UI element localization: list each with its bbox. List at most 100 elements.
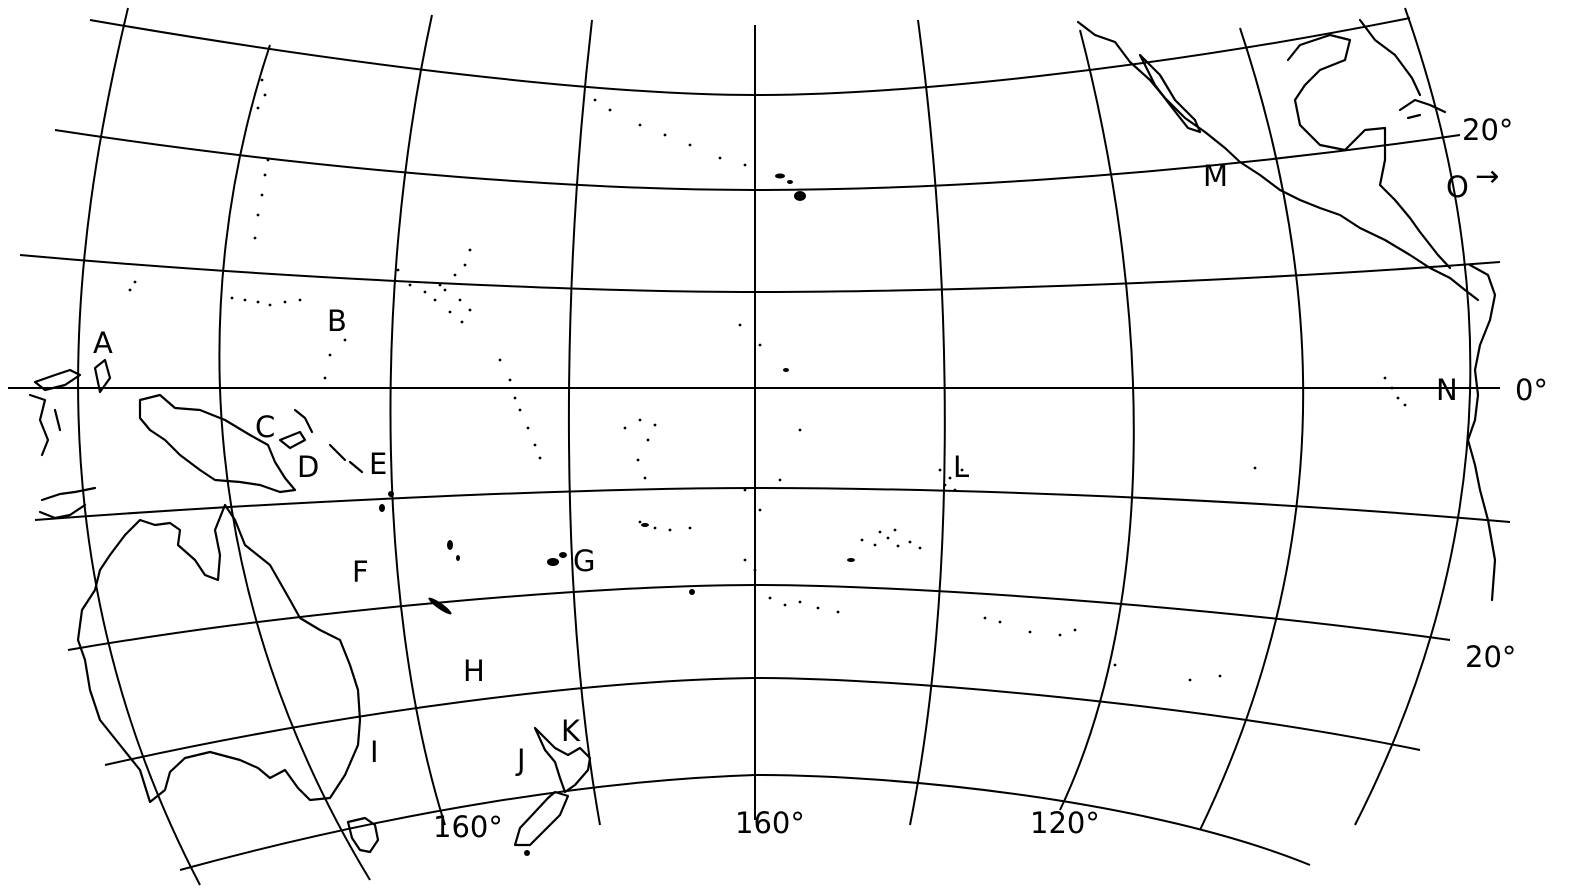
hawaii-islands [775, 173, 806, 201]
point-labels: A B C D E F G H I J K L M N O → [93, 159, 1499, 777]
meridian-line [1354, 7, 1472, 826]
island-dot [460, 320, 464, 324]
label-J: J [515, 743, 526, 777]
island-dot [688, 143, 692, 147]
island-dot [1396, 396, 1400, 400]
island-dot [1390, 386, 1394, 390]
label-B: B [327, 304, 347, 338]
island-dot [893, 528, 897, 532]
parallel-line [67, 583, 1451, 651]
island-dot [266, 158, 270, 162]
island-dot [743, 163, 747, 167]
meridian-line [567, 19, 601, 826]
island-dot [768, 596, 772, 600]
island-dot [758, 508, 762, 512]
island-dot [873, 543, 877, 547]
island-dot [878, 530, 882, 534]
new-britain-coast [278, 430, 307, 450]
label-K: K [561, 714, 581, 748]
meridian-line [909, 19, 946, 826]
island-dot [908, 540, 912, 544]
island-dot [668, 528, 672, 532]
label-A: A [93, 326, 113, 360]
meridian-line [218, 44, 371, 881]
island-dot [783, 603, 787, 607]
label-D: D [297, 450, 319, 484]
island-dot [463, 263, 467, 267]
island-dot [468, 308, 472, 312]
meridian-line [389, 14, 446, 826]
melanesia-islands [379, 368, 855, 856]
island-dot [508, 378, 512, 382]
island-dot [638, 418, 642, 422]
island-dot [513, 396, 517, 400]
island-dot [743, 488, 747, 492]
island-dot [718, 156, 722, 160]
island-dot [896, 544, 900, 548]
island-dot [983, 616, 987, 620]
island-dot [498, 358, 502, 362]
island-dot [128, 288, 132, 292]
label-I: I [370, 735, 379, 769]
island-dot [943, 483, 947, 487]
indonesia-coast [28, 358, 112, 457]
label-M: M [1203, 159, 1228, 193]
island-dot [438, 283, 442, 287]
island-dot [758, 343, 762, 347]
meridians [77, 7, 1472, 886]
island-dot [860, 538, 864, 542]
new-ireland-coast [293, 408, 314, 434]
island-dot [468, 248, 472, 252]
arrow-right-icon: → [1475, 159, 1499, 193]
island-dot [653, 526, 657, 530]
island-dot [608, 108, 612, 112]
island-dot [133, 280, 137, 284]
island-dot [778, 478, 782, 482]
island-dot [260, 78, 264, 82]
mexico-coast [1076, 20, 1480, 302]
island-dot [653, 423, 657, 427]
island-dot [636, 458, 640, 462]
island-dot [263, 173, 267, 177]
island-dot [638, 520, 642, 524]
island-dot [243, 298, 247, 302]
caribbean-coast [1398, 98, 1447, 120]
australia-coast [76, 503, 362, 804]
label-O: O [1446, 170, 1469, 204]
island-dot [1073, 628, 1077, 632]
gulf-coast [1286, 18, 1452, 270]
island-dot [638, 123, 642, 127]
island-dot [256, 213, 260, 217]
meridian-line [1059, 29, 1135, 811]
island-dot [960, 468, 964, 472]
island-dot [458, 298, 462, 302]
island-dot [256, 106, 260, 110]
island-dot [328, 353, 332, 357]
island-dot [1028, 630, 1032, 634]
island-dot [1403, 403, 1407, 407]
island-dot [298, 298, 302, 302]
latitude-label: 0° [1515, 373, 1548, 407]
island-dot [1253, 466, 1257, 470]
island-dot [518, 408, 522, 412]
parallel-line [34, 486, 1511, 523]
island-dot [816, 606, 820, 610]
island-dot [283, 300, 287, 304]
longitude-label: 120° [1030, 806, 1100, 840]
island-dot [938, 468, 942, 472]
island-dot [886, 536, 890, 540]
island-dot [253, 236, 257, 240]
label-N: N [1436, 373, 1458, 407]
island-dot [396, 268, 400, 272]
new-guinea-coast [138, 393, 297, 494]
parallel-line [19, 254, 1501, 294]
solomon-islands [328, 443, 364, 474]
label-F: F [352, 555, 369, 589]
island-dot [836, 610, 840, 614]
island-dot [408, 283, 412, 287]
island-dot [753, 568, 757, 572]
island-dot [953, 488, 957, 492]
label-C: C [255, 410, 275, 444]
